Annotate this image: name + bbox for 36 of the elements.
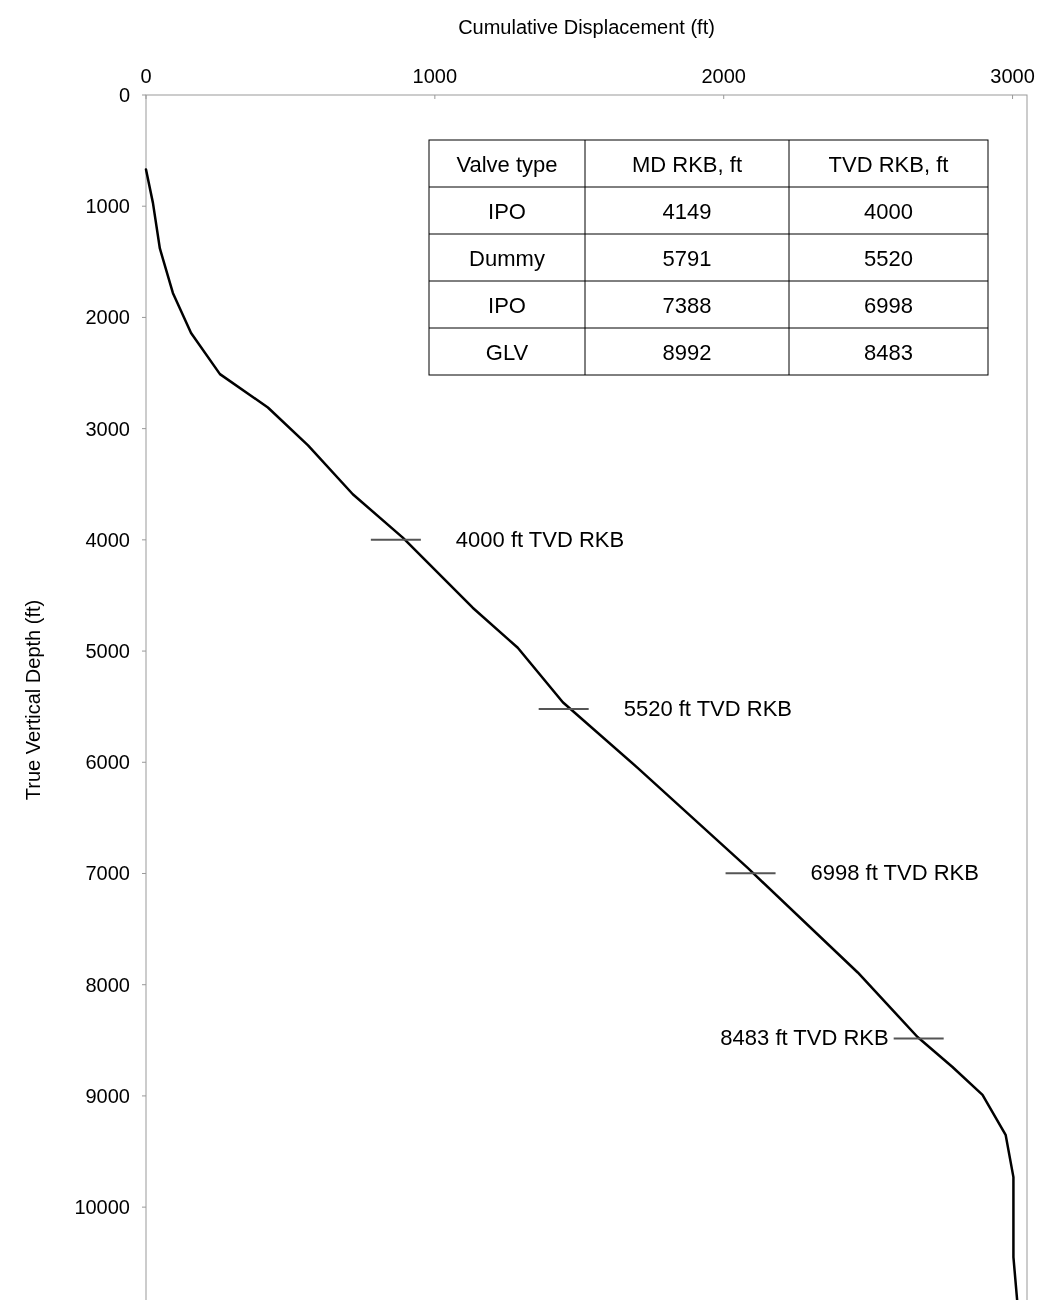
y-tick-label: 6000 [85, 751, 130, 774]
x-tick-label: 0 [140, 65, 152, 87]
category-label: TVD RKB, ft [828, 151, 949, 177]
y-tick-label: 2000 [85, 306, 130, 329]
text: 8483 [864, 339, 913, 365]
y-tick-label: 1000 [85, 195, 130, 218]
text: 4000 [864, 198, 913, 224]
y-tick-label: 0 [118, 84, 130, 106]
x-tick-label: 1000 [412, 65, 458, 87]
annotation: 5520 ft TVD RKB [623, 695, 793, 721]
category-label: Valve type [456, 151, 558, 177]
text: 5520 [864, 245, 913, 271]
x-tick-label: 3000 [990, 65, 1035, 87]
text: IPO [488, 198, 526, 224]
text: 8992 [662, 339, 712, 365]
text: 4149 [662, 198, 712, 224]
text: GLV [485, 339, 529, 365]
x-axis-title: Cumulative Displacement (ft) [458, 16, 715, 38]
x-tick-label: 2000 [701, 65, 746, 87]
y-tick-label: 8000 [85, 973, 130, 996]
category-label: MD RKB, ft [631, 151, 743, 177]
y-tick-label: 7000 [85, 862, 130, 885]
y-tick-label: 5000 [85, 640, 130, 663]
y-axis-title: True Vertical Depth (ft) [22, 599, 44, 801]
text: 6998 [864, 292, 913, 318]
annotation: 6998 ft TVD RKB [810, 860, 979, 886]
text: Dummy [469, 245, 545, 271]
text: 5791 [662, 245, 712, 271]
y-tick-label: 4000 [85, 528, 130, 551]
annotation: 4000 ft TVD RKB [455, 526, 625, 552]
annotation: 8483 ft TVD RKB [720, 1025, 889, 1051]
text: IPO [488, 292, 526, 318]
y-tick-label: 9000 [85, 1084, 130, 1107]
y-tick-label: 10000 [74, 1196, 130, 1219]
y-tick-label: 3000 [85, 417, 130, 440]
text: 7388 [662, 292, 712, 318]
